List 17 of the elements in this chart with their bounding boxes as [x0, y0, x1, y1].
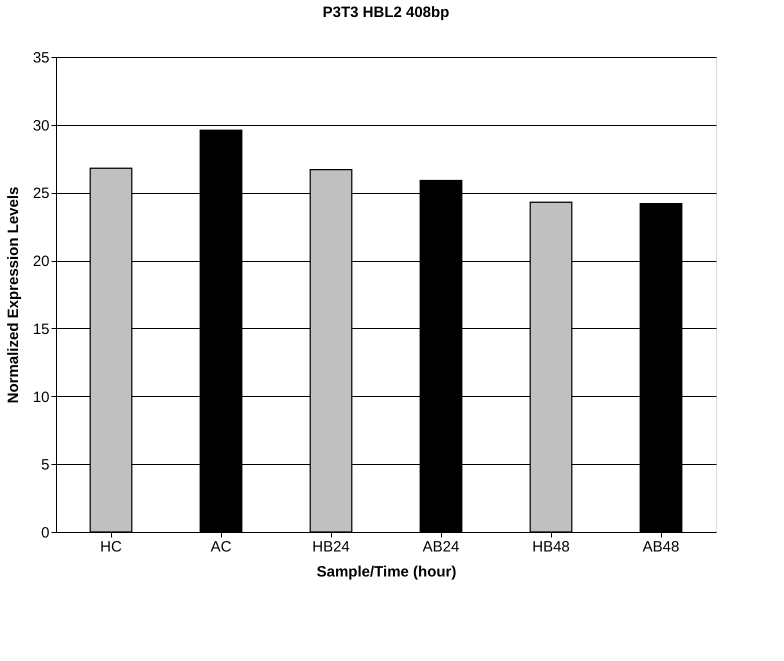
y-tick-label: 20 [32, 253, 50, 270]
x-tick-label: HB48 [532, 538, 570, 556]
x-tick-label: HB24 [312, 538, 350, 556]
y-axis-title: Normalized Expression Levels [4, 186, 22, 404]
y-tick-label: 15 [32, 320, 50, 338]
y-tick-label: 30 [32, 117, 50, 134]
x-axis-title: Sample/Time (hour) [316, 564, 456, 580]
chart-title: P3T3 HBL2 408bp [322, 4, 450, 21]
y-tick-label: 10 [32, 388, 50, 406]
y-tick-label: 35 [32, 50, 50, 66]
x-tick-label: HC [100, 538, 122, 556]
y-tick-label: 0 [41, 524, 50, 542]
x-tick-label: AB48 [642, 538, 680, 556]
x-tick-label: AC [210, 538, 232, 556]
y-tick-label: 5 [41, 456, 50, 474]
y-tick-label: 25 [32, 185, 50, 202]
x-tick-label: AB24 [422, 538, 460, 556]
